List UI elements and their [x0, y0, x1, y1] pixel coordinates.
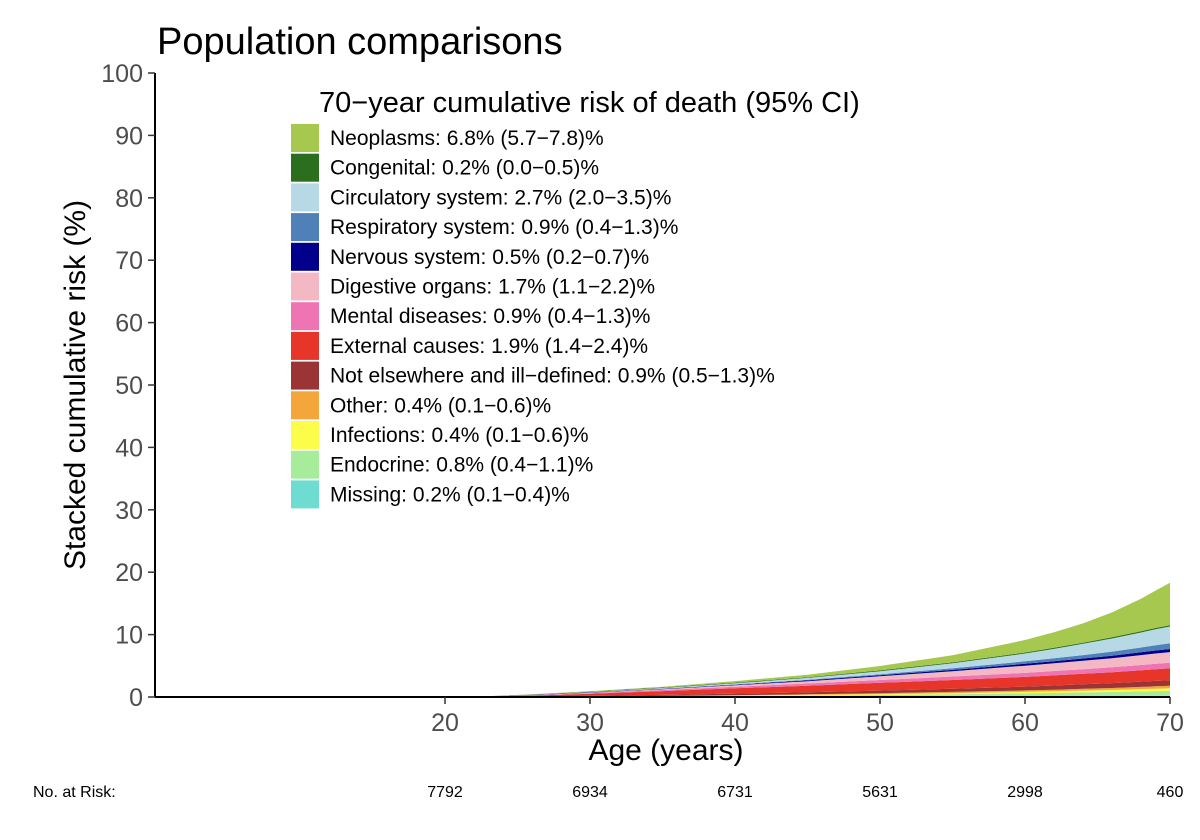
- risk-table-label: No. at Risk:: [33, 784, 116, 801]
- area-series-3: [155, 626, 1170, 697]
- legend-swatch: [291, 153, 319, 182]
- legend-label: Digestive organs: 1.7% (1.1−2.2)%: [330, 276, 655, 299]
- area-series-2: [155, 625, 1170, 697]
- y-tick-label: 20: [115, 559, 143, 587]
- legend-label: Other: 0.4% (0.1−0.6)%: [330, 394, 551, 417]
- x-tick-label: 50: [866, 709, 894, 737]
- legend-label: Not elsewhere and ill−defined: 0.9% (0.5…: [330, 365, 775, 388]
- chart-title: Population comparisons: [157, 21, 563, 63]
- risk-count: 6731: [717, 784, 753, 801]
- legend-label: Missing: 0.2% (0.1−0.4)%: [330, 483, 570, 506]
- x-tick-label: 30: [576, 709, 604, 737]
- x-tick-label: 60: [1011, 709, 1039, 737]
- legend-label: Circulatory system: 2.7% (2.0−3.5)%: [330, 186, 671, 209]
- legend-label: Infections: 0.4% (0.1−0.6)%: [330, 424, 589, 447]
- ticks-layer: 0 10 20 30 40 50 60 70 80 90 100 20 30 40 50 60 70: [101, 60, 1184, 737]
- x-tick-label: 70: [1156, 709, 1184, 737]
- legend-swatch: [291, 480, 319, 509]
- x-tick-label: 40: [721, 709, 749, 737]
- area-series-6: [155, 652, 1170, 697]
- legend-label: External causes: 1.9% (1.4−2.4)%: [330, 335, 648, 358]
- area-series-7: [155, 662, 1170, 697]
- risk-count: 5631: [862, 784, 898, 801]
- risk-count: 460: [1157, 784, 1184, 801]
- y-tick-label: 90: [115, 122, 143, 150]
- area-series-12: [155, 690, 1170, 697]
- legend-swatch: [291, 450, 319, 479]
- legend-swatch: [291, 272, 319, 301]
- legend-swatch: [291, 361, 319, 390]
- risk-table: No. at Risk: 7792 6934 6731 5631 2998 460: [33, 784, 1183, 801]
- area-series-8: [155, 668, 1170, 697]
- areas-layer: [155, 582, 1170, 697]
- legend-label: Endocrine: 0.8% (0.4−1.1)%: [330, 454, 593, 477]
- legend-swatch: [291, 421, 319, 449]
- risk-count: 7792: [427, 784, 463, 801]
- legend-swatch: [291, 213, 319, 242]
- y-tick-label: 70: [115, 247, 143, 275]
- area-series-9: [155, 680, 1170, 697]
- legend-swatch: [291, 124, 319, 152]
- y-axis-title: Stacked cumulative risk (%): [59, 200, 92, 570]
- legend-title: 70−year cumulative risk of death (95% CI…: [319, 87, 860, 119]
- legend-swatch: [291, 302, 319, 331]
- legend-swatch: [291, 183, 319, 212]
- y-tick-label: 50: [115, 372, 143, 400]
- y-tick-label: 40: [115, 434, 143, 462]
- legend-label: Respiratory system: 0.9% (0.4−1.3)%: [330, 216, 678, 239]
- legend-swatch: [291, 331, 319, 360]
- x-axis-title: Age (years): [588, 734, 743, 767]
- y-tick-label: 30: [115, 497, 143, 525]
- x-tick-label: 20: [431, 709, 459, 737]
- legend-label: Mental diseases: 0.9% (0.4−1.3)%: [330, 305, 650, 328]
- y-tick-label: 80: [115, 185, 143, 213]
- risk-count: 6934: [572, 784, 608, 801]
- legend-label: Congenital: 0.2% (0.0−0.5)%: [330, 157, 599, 180]
- y-tick-label: 10: [115, 622, 143, 650]
- legend-label: Nervous system: 0.5% (0.2−0.7)%: [330, 246, 649, 269]
- legend-swatch: [291, 242, 319, 271]
- risk-count: 2998: [1007, 784, 1043, 801]
- y-tick-label: 100: [101, 60, 143, 88]
- y-tick-label: 0: [129, 684, 143, 712]
- legend-swatch: [291, 391, 319, 420]
- y-tick-label: 60: [115, 310, 143, 338]
- legend: 70−year cumulative risk of death (95% CI…: [291, 87, 860, 509]
- legend-label: Neoplasms: 6.8% (5.7−7.8)%: [330, 127, 604, 150]
